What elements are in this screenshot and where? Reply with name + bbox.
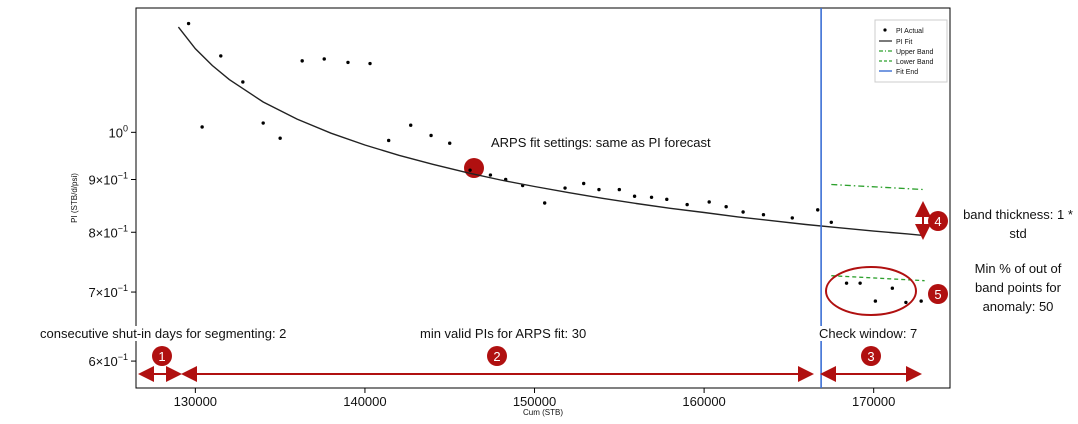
fit-settings-marker [464,158,484,178]
y-axis-title: PI (STB/d/psi) [70,173,79,223]
x-tick-label: 160000 [682,394,725,409]
pi-actual-point [219,54,223,58]
legend-label-lower: Lower Band [896,59,933,66]
pi-actual-point [741,210,745,214]
pi-actual-point [829,220,833,224]
pi-actual-point [322,57,326,61]
pi-actual-point [632,194,637,198]
pi-actual-point [278,136,282,140]
segment-label: consecutive shut-in days for segmenting:… [38,326,289,341]
pi-actual-point [200,125,204,129]
pi-actual-point [844,281,849,285]
pi-actual-point [617,187,622,192]
legend-swatch-actual [883,28,887,32]
badge-3: 3 [867,349,874,364]
pi-actual-point [346,60,350,65]
pi-actual-point [261,121,265,125]
legend-label-upper: Upper Band [896,49,933,56]
min-pct-label: Min % of out of band points for anomaly:… [974,261,1062,314]
badge-4-circle [928,211,948,231]
check-window-label: Check window: 7 [817,326,920,341]
pi-actual-point [468,168,472,172]
pi-actual-point [873,299,878,303]
pi-actual-point [665,197,669,202]
pi-actual-point [707,200,711,204]
badge-2-circle [487,346,507,366]
badge-3-circle [861,346,881,366]
lower-band-line [831,275,925,282]
series-layer [177,8,925,388]
fit-settings-label: ARPS fit settings: same as PI forecast [491,135,711,150]
pi-actual-point [890,286,895,290]
pi-actual-point [429,133,433,138]
legend-label-fit: PI Fit [896,39,912,46]
pi-actual-point [597,187,601,192]
pi-actual-point [386,138,391,143]
pi-actual-point [724,204,728,209]
pi-actual-point [241,80,245,84]
badge-1-circle [152,346,172,366]
pi-actual-point [685,202,689,207]
y-tick-label: 9×10−1 [88,171,128,188]
pi-actual-point [488,173,493,177]
y-tick-label: 6×10−1 [88,352,128,369]
x-ticks: 130000 140000 150000 160000 170000 [174,388,895,409]
pi-actual-point [409,123,413,127]
upper-band-line [831,183,925,191]
pi-actual-point [858,281,862,285]
legend-label-fit-end: Fit End [896,69,918,76]
band-thickness-label: band thickness: 1 * std [963,207,1073,241]
x-tick-label: 130000 [174,394,217,409]
y-tick-label: 8×10−1 [88,223,128,240]
anomaly-ellipse [825,266,917,316]
plot-frame [135,7,951,389]
pi-actual-point [448,141,452,145]
pi-actual-point [542,201,547,205]
pi-actual-point [649,195,654,199]
pi-actual-point [790,216,794,220]
pi-actual-point [563,186,567,190]
pi-fit-line [177,26,925,237]
badge-1: 1 [158,349,165,364]
pi-actual-point [761,212,766,217]
badge-5-circle [928,284,948,304]
pi-actual-point [904,300,908,305]
y-tick-label: 100 [109,123,128,140]
legend-label-actual: PI Actual [896,28,924,35]
x-tick-label: 150000 [513,394,556,409]
x-tick-label: 170000 [852,394,895,409]
min-valid-label: min valid PIs for ARPS fit: 30 [418,326,589,341]
pi-actual-point [816,208,820,212]
x-tick-label: 140000 [343,394,386,409]
pi-actual-point [368,61,372,66]
badge-5: 5 [934,287,941,302]
pi-actual-point [919,299,923,303]
pi-actual-point [582,181,586,186]
y-ticks: 100 9×10−1 8×10−1 7×10−1 6×10−1 [88,123,136,369]
x-axis-title: Cum (STB) [523,408,563,417]
y-tick-label: 7×10−1 [88,283,128,300]
legend: PI Actual PI Fit Upper Band Lower Band F… [874,19,948,83]
badge-2: 2 [493,349,500,364]
badge-4: 4 [934,214,941,229]
pi-actual-point [186,21,191,26]
pi-actual-point [300,59,304,63]
